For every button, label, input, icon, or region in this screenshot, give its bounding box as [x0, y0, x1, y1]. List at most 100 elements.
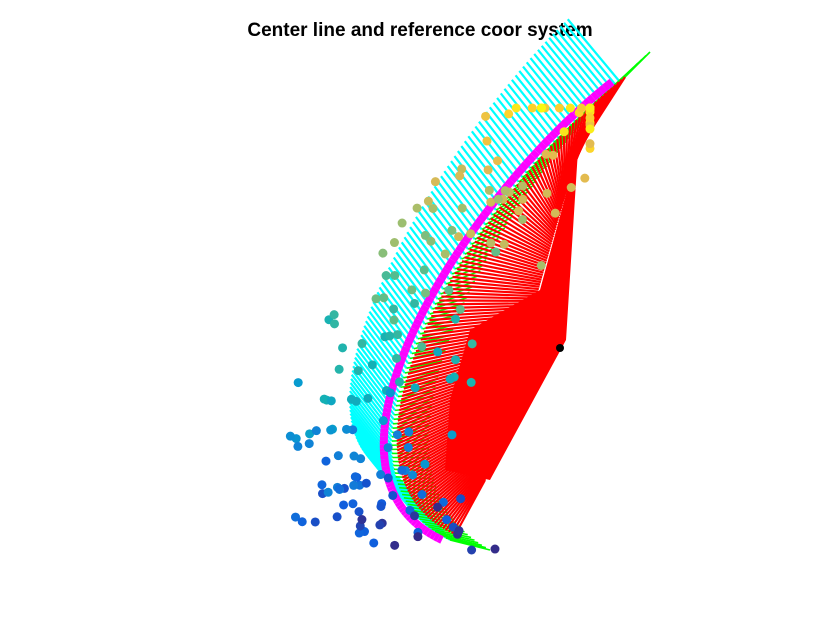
- normal-vector-line: [399, 486, 438, 492]
- chart-title: Center line and reference coor system: [247, 20, 593, 41]
- normal-vector-line: [441, 535, 483, 547]
- center-line-segment: [598, 84, 608, 95]
- center-line-segment: [395, 359, 405, 367]
- binormal-line: [546, 149, 564, 207]
- scatter-point: [321, 456, 331, 466]
- scatter-point: [417, 490, 427, 500]
- center-line-segment: [567, 111, 578, 121]
- scatter-point: [440, 249, 450, 259]
- center-line-segment: [394, 500, 404, 508]
- center-line-segment: [436, 534, 444, 544]
- scatter-point: [389, 304, 399, 314]
- scatter-point: [444, 285, 454, 295]
- binormal-line: [445, 287, 538, 295]
- center-line-segment: [605, 78, 615, 89]
- scatter-point: [450, 355, 460, 365]
- tangent-vector-line: [467, 135, 512, 192]
- scatter-point: [389, 238, 399, 248]
- tangent-vector-line: [446, 165, 490, 221]
- center-line-segment: [452, 249, 463, 258]
- tangent-vector-line: [559, 25, 613, 90]
- center-line-segment: [484, 204, 494, 214]
- center-line-segment: [400, 508, 410, 516]
- tangent-vector-line: [533, 53, 584, 115]
- scatter-point: [333, 451, 343, 461]
- center-line-segment: [385, 482, 395, 489]
- center-line-segment: [508, 173, 519, 184]
- binormal-line: [450, 477, 487, 535]
- scatter-point: [426, 236, 436, 246]
- center-line-segment: [449, 253, 460, 263]
- scatter-point: [357, 515, 367, 525]
- scatter-point: [433, 347, 443, 357]
- binormal-line: [490, 217, 550, 253]
- scatter-point: [518, 181, 528, 191]
- center-line-segment: [563, 115, 574, 125]
- scatter-point: [455, 304, 465, 314]
- scatter-point: [467, 339, 477, 349]
- center-line-segment: [397, 354, 407, 362]
- scatter-point: [305, 429, 315, 439]
- scatter-point: [381, 271, 391, 281]
- scatter-point: [585, 139, 595, 149]
- center-line-segment: [432, 532, 441, 542]
- scatter-point: [433, 502, 443, 512]
- binormal-line: [469, 248, 545, 272]
- scatter-point: [511, 103, 521, 113]
- binormal-line: [447, 283, 539, 293]
- center-line-segment: [461, 235, 472, 245]
- center-line-segment: [474, 217, 485, 227]
- center-line-segment: [427, 290, 437, 299]
- tangent-vector-line: [555, 29, 609, 93]
- center-line-segment: [403, 510, 412, 519]
- binormal-line: [498, 206, 553, 246]
- normal-vector-line: [449, 539, 491, 551]
- scatter-point: [378, 416, 388, 426]
- tangent-vector-line: [552, 33, 605, 97]
- scatter-point: [566, 183, 576, 193]
- scatter-point: [541, 149, 551, 159]
- scatter-point: [454, 232, 464, 242]
- tangent-vector-line: [496, 97, 544, 156]
- tangent-vector-line: [548, 37, 601, 100]
- binormal-line: [459, 264, 542, 281]
- scatter-point: [527, 103, 537, 113]
- binormal-line: [507, 195, 555, 239]
- scatter-point: [542, 188, 552, 198]
- scatter-point: [554, 103, 564, 113]
- tangent-vector-line: [488, 106, 536, 165]
- scatter-point: [412, 203, 422, 213]
- center-line-segment: [398, 505, 408, 514]
- scatter-point: [430, 177, 440, 187]
- center-line-segment: [526, 153, 537, 163]
- tangent-vector-line: [492, 101, 540, 161]
- scatter-point: [317, 480, 327, 490]
- center-line-segment: [429, 530, 437, 540]
- scatter-point: [376, 501, 386, 511]
- center-line-segment: [410, 518, 419, 527]
- scatter-point: [518, 194, 528, 204]
- binormal-line: [454, 271, 541, 286]
- tangent-vector-line: [481, 116, 528, 174]
- scatter-point: [354, 528, 364, 538]
- scatter-point: [349, 451, 359, 461]
- tangent-vector-line: [470, 130, 516, 188]
- scatter-point: [550, 208, 560, 218]
- scatter-point: [499, 239, 509, 249]
- center-line-segment: [504, 178, 515, 188]
- center-line-segment: [387, 485, 396, 492]
- scatter-point: [447, 225, 457, 235]
- scatter-point: [423, 196, 433, 206]
- center-line-segment: [380, 462, 390, 467]
- scatter-point: [456, 494, 466, 504]
- center-line-segment: [537, 141, 548, 151]
- scatter-point: [486, 197, 496, 207]
- scatter-point: [419, 265, 429, 275]
- scatter-point: [367, 360, 377, 370]
- binormal-line: [510, 191, 555, 236]
- scatter-point: [467, 545, 477, 555]
- scatter-point: [397, 465, 407, 475]
- scatter-point: [482, 136, 492, 146]
- binormal-line: [556, 139, 566, 200]
- center-line-segment: [406, 331, 417, 340]
